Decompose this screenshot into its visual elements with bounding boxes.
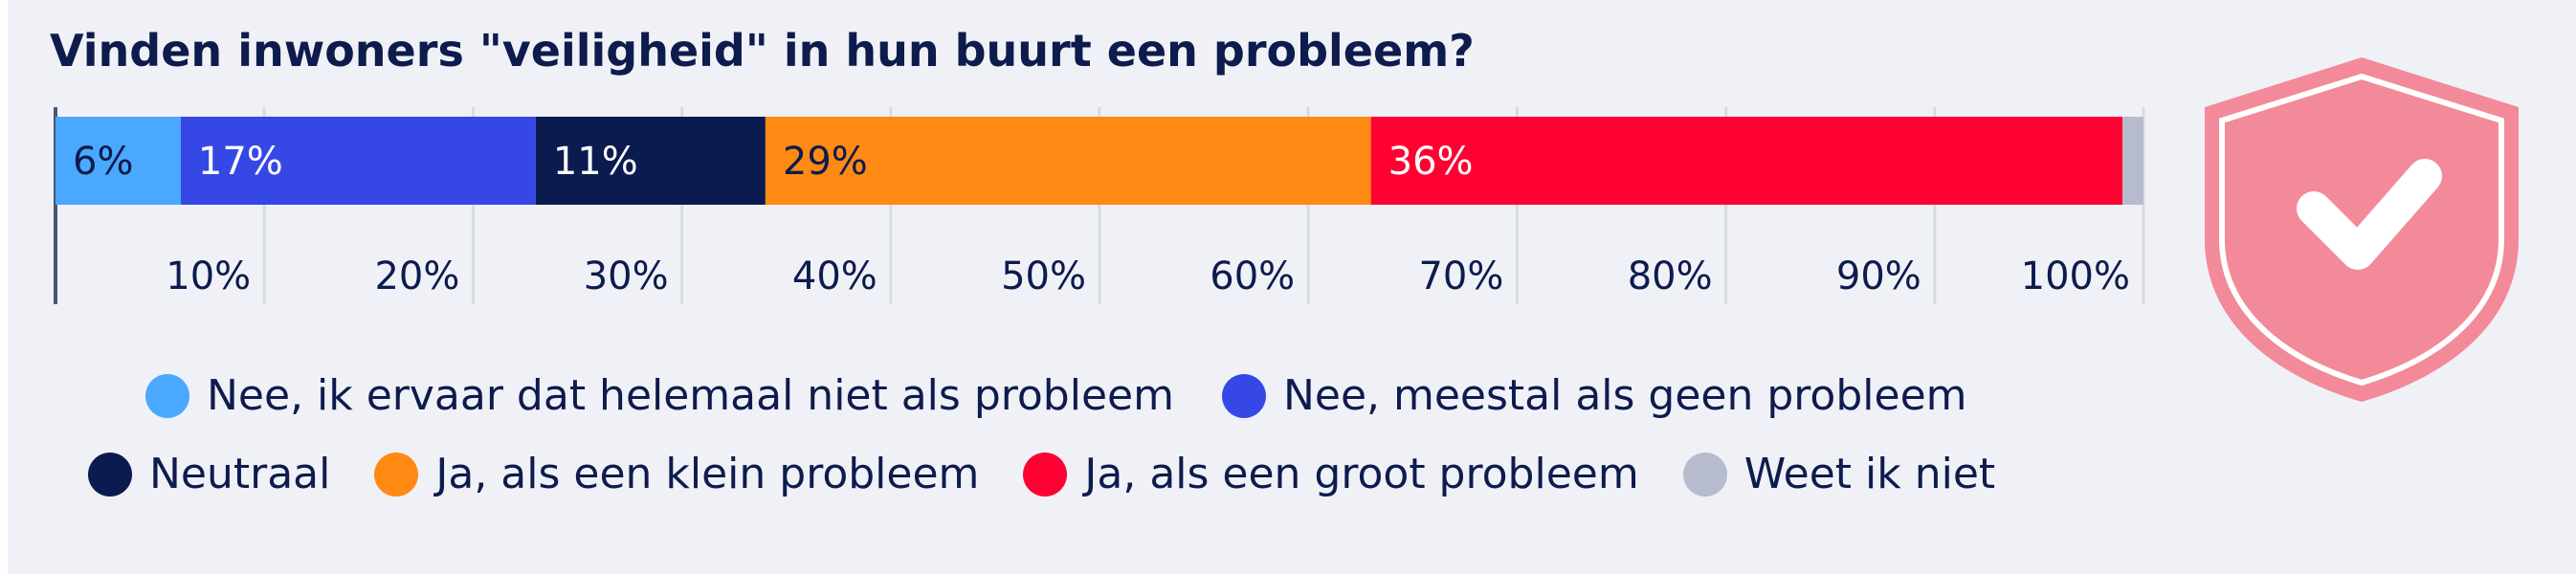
shield-inner-outline [2219, 73, 2504, 386]
x-tick-label: 80% [1628, 254, 1713, 298]
checkmark-shape [2297, 159, 2442, 270]
x-tick-label: 100% [2021, 254, 2130, 298]
bar-segment [765, 117, 1371, 205]
legend-item: Nee, meestal als geen probleem [1221, 371, 1967, 420]
legend-label: Ja, als een groot probleem [1084, 450, 1639, 498]
shield-check-icon [2205, 57, 2519, 402]
bar-segment [180, 117, 536, 205]
x-tick-label: 20% [374, 254, 459, 298]
x-tick-label: 70% [1418, 254, 1503, 298]
legend-swatch [1221, 373, 1266, 418]
chart-panel [8, 0, 2576, 574]
legend-row-2: Neutraal Ja, als een klein probleem Ja, al… [0, 450, 2576, 498]
bar-segment [2122, 117, 2143, 205]
legend-swatch [145, 373, 189, 418]
legend-item: Neutraal [88, 450, 330, 498]
segment-label: 6% [73, 140, 133, 184]
segment-label: 29% [783, 140, 868, 184]
legend-item: Ja, als een groot probleem [1023, 450, 1639, 498]
legend-item: Nee, ik ervaar dat helemaal niet als pro… [145, 371, 1174, 420]
legend-label: Ja, als een klein probleem [435, 450, 980, 498]
legend-label: Neutraal [149, 450, 331, 498]
bar-segment [535, 117, 766, 205]
legend-swatch [1023, 452, 1068, 497]
legend-item: Weet ik niet [1682, 450, 1996, 498]
segment-label: 36% [1388, 140, 1474, 184]
x-tick-label: 40% [792, 254, 877, 298]
bar-segment [56, 117, 181, 205]
x-tick-label: 50% [1001, 254, 1086, 298]
x-tick-label: 90% [1836, 254, 1921, 298]
legend-swatch [374, 452, 419, 497]
legend-swatch [88, 452, 132, 497]
segment-label: 17% [198, 140, 283, 184]
x-tick-label: 60% [1210, 254, 1295, 298]
segment-label: 11% [553, 140, 638, 184]
legend-label: Nee, ik ervaar dat helemaal niet als pro… [207, 371, 1174, 420]
bar-segment [1370, 117, 2123, 205]
legend-swatch [1682, 452, 1727, 497]
x-tick-label: 10% [166, 254, 251, 298]
legend-label: Weet ik niet [1743, 450, 1996, 498]
legend-label: Nee, meestal als geen probleem [1282, 371, 1967, 420]
legend-item: Ja, als een klein probleem [374, 450, 979, 498]
legend-row-1: Nee, ik ervaar dat helemaal niet als pro… [0, 371, 2576, 420]
chart-title: Vinden inwoners "veiligheid" in hun buur… [50, 25, 1475, 77]
x-tick-label: 30% [584, 254, 669, 298]
